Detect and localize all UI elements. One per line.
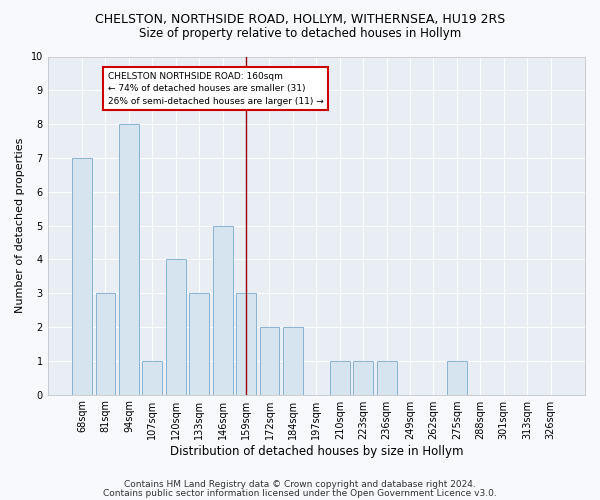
Text: Contains public sector information licensed under the Open Government Licence v3: Contains public sector information licen… — [103, 488, 497, 498]
Bar — [166, 260, 186, 394]
Bar — [212, 226, 233, 394]
Bar — [377, 361, 397, 394]
Bar — [72, 158, 92, 394]
Bar — [95, 293, 115, 394]
Y-axis label: Number of detached properties: Number of detached properties — [15, 138, 25, 313]
Bar — [119, 124, 139, 394]
Bar — [283, 327, 303, 394]
Text: Contains HM Land Registry data © Crown copyright and database right 2024.: Contains HM Land Registry data © Crown c… — [124, 480, 476, 489]
Bar — [353, 361, 373, 394]
Text: Size of property relative to detached houses in Hollym: Size of property relative to detached ho… — [139, 28, 461, 40]
Text: CHELSTON NORTHSIDE ROAD: 160sqm
← 74% of detached houses are smaller (31)
26% of: CHELSTON NORTHSIDE ROAD: 160sqm ← 74% of… — [108, 72, 323, 106]
Bar — [330, 361, 350, 394]
Bar — [260, 327, 280, 394]
Bar — [236, 293, 256, 394]
Bar — [189, 293, 209, 394]
Bar — [447, 361, 467, 394]
Text: CHELSTON, NORTHSIDE ROAD, HOLLYM, WITHERNSEA, HU19 2RS: CHELSTON, NORTHSIDE ROAD, HOLLYM, WITHER… — [95, 12, 505, 26]
Bar — [142, 361, 162, 394]
X-axis label: Distribution of detached houses by size in Hollym: Distribution of detached houses by size … — [170, 444, 463, 458]
